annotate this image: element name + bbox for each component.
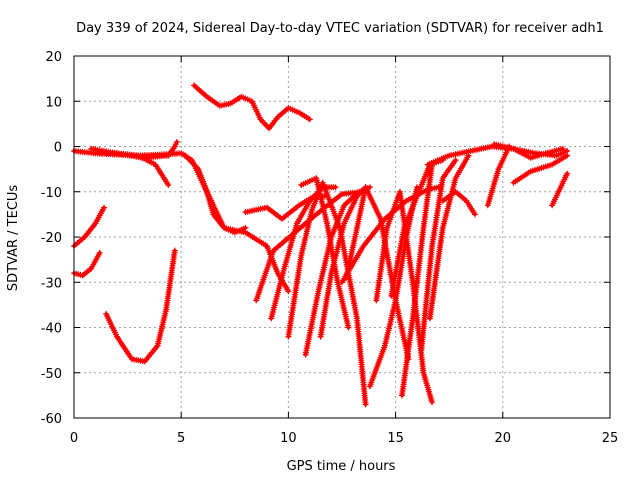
x-axis-label: GPS time / hours [287,459,396,474]
series-s28 [491,141,566,161]
series-markers [484,143,513,209]
y-tick-label: 10 [45,95,62,110]
series-s4 [103,247,178,365]
series-markers [510,152,571,186]
series-markers [418,157,459,354]
series-s7 [191,82,313,132]
series-markers [439,188,478,218]
x-tick-label: 0 [70,431,78,446]
series-s14 [317,184,369,340]
series-markers [426,152,472,322]
series-markers [491,141,566,161]
series-markers [549,170,571,209]
series-s8 [182,152,249,236]
y-tick-label: 0 [54,141,62,156]
y-tick-label: -10 [41,186,62,201]
series-markers [182,152,249,236]
series-s15 [298,175,352,331]
series-markers [399,161,435,399]
series-markers [103,247,178,365]
x-tick-label: 10 [280,431,297,446]
y-tick-label: -40 [41,322,62,337]
y-axis-label: SDTVAR / TECUs [6,185,21,292]
series-s27 [510,152,571,186]
series-s29 [549,170,571,209]
y-tick-label: 20 [45,50,62,65]
series-s22 [418,157,459,354]
series-markers [191,82,313,132]
series-s24 [439,188,478,218]
x-tick-label: 15 [387,431,404,446]
y-tick-label: -20 [41,231,62,246]
series-s20 [399,161,435,399]
x-tick-label: 5 [177,431,185,446]
chart-title: Day 339 of 2024, Sidereal Day-to-day VTE… [76,21,604,36]
series-markers [302,184,373,358]
series-s2 [71,204,107,250]
y-tick-label: -30 [41,276,62,291]
data-series-group [71,82,571,408]
series-s26 [484,143,513,209]
y-tick-label: -50 [41,367,62,382]
series-markers [298,175,352,331]
grid-lines [74,56,610,418]
series-s23 [426,152,472,322]
axis-ticks [73,55,611,419]
x-tick-label: 20 [495,431,512,446]
x-tick-label: 25 [602,431,619,446]
y-tick-label: -60 [41,412,62,427]
tick-labels: 0 5 10 15 20 25 -60 -50 -40 -30 -20 -10 0 10 20 [41,50,619,446]
